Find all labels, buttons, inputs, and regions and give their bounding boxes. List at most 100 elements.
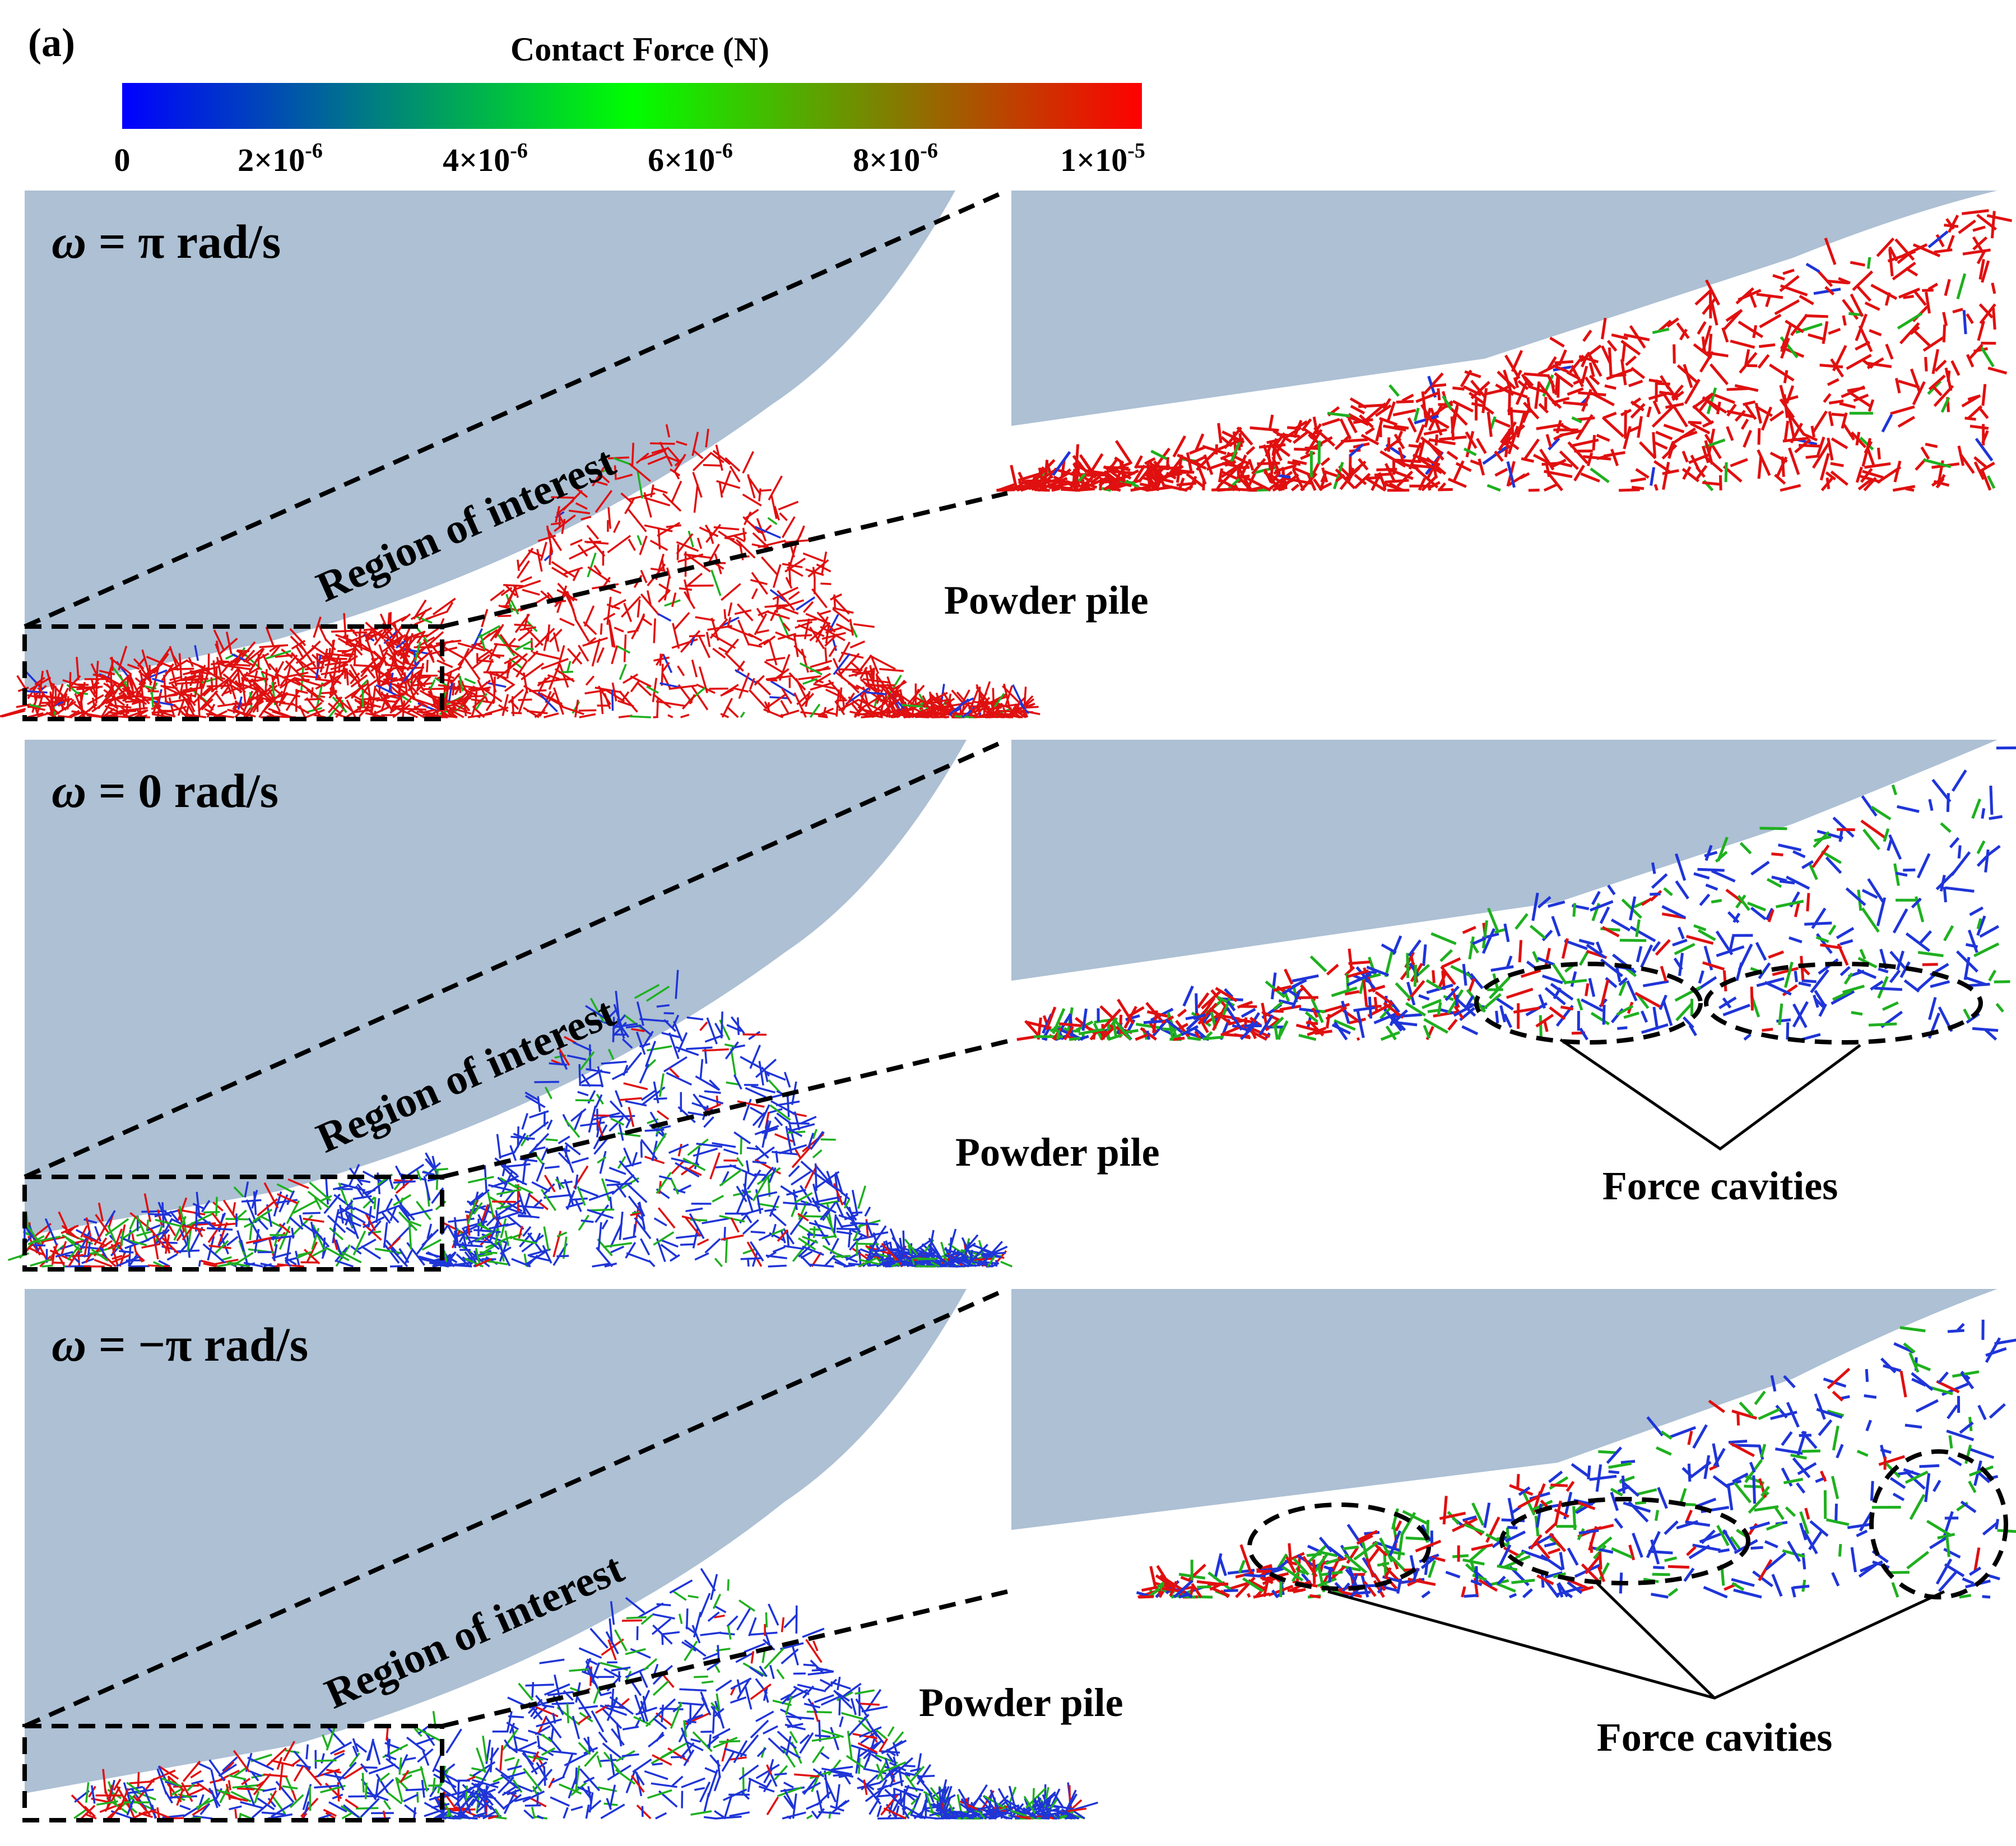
force-chain-segment: [863, 1752, 872, 1770]
force-chain-segment: [405, 692, 428, 708]
force-chain-segment: [243, 682, 257, 690]
colorbar-tick-5-base: 1×10: [1060, 142, 1127, 178]
force-chain-segment: [1043, 460, 1049, 488]
force-chain-segment: [578, 709, 597, 712]
force-chain-segment: [1507, 425, 1520, 454]
force-chain-segment: [824, 1678, 838, 1691]
force-chain-segment: [1346, 972, 1372, 987]
force-chain-segment: [671, 1014, 680, 1029]
force-chain-segment: [1860, 819, 1886, 839]
force-chain-segment: [1487, 484, 1501, 492]
force-chain-segment: [538, 677, 547, 693]
force-chain-segment: [1659, 391, 1679, 397]
force-chain-segment: [522, 588, 540, 596]
force-chain-segment: [519, 1205, 544, 1209]
force-chain-segment: [170, 1218, 188, 1227]
force-chain-segment: [120, 1231, 124, 1246]
force-chain-segment: [578, 1705, 598, 1710]
force-chain-segment: [714, 1700, 725, 1729]
force-chain-segment: [783, 1613, 798, 1629]
force-chain-segment: [1601, 345, 1612, 365]
force-chain-segment: [357, 1239, 377, 1251]
force-chain-segment: [477, 648, 494, 660]
force-chain-segment: [1383, 424, 1406, 432]
force-chain-segment: [1186, 452, 1193, 473]
force-chain-segment: [1561, 938, 1569, 959]
force-chain-segment: [834, 1261, 848, 1268]
force-chain-segment: [1850, 293, 1864, 317]
force-chain-segment: [1564, 978, 1587, 984]
force-chain-segment: [1737, 894, 1750, 911]
force-chain-segment: [401, 653, 406, 675]
force-chain-segment: [800, 1250, 813, 1259]
force-chain-segment: [766, 610, 790, 620]
force-chain-segment: [1962, 209, 1989, 215]
colorbar-tick-1-base: 2×10: [238, 142, 305, 178]
force-chain-segment: [1599, 906, 1610, 924]
force-chain-segment: [785, 577, 793, 589]
force-chain-segment: [108, 704, 132, 709]
force-chain-segment: [1744, 404, 1757, 420]
force-chain-segment: [436, 659, 453, 669]
force-chain-segment: [429, 1261, 449, 1268]
force-chain-segment: [601, 1219, 608, 1230]
force-chain-segment: [634, 1770, 645, 1786]
force-chain-segment: [1077, 473, 1097, 491]
force-chain-segment: [583, 1747, 598, 1755]
force-chain-segment: [658, 1175, 672, 1180]
force-chain-segment: [1430, 932, 1457, 945]
force-chain-segment: [1578, 355, 1599, 364]
force-chain-segment: [1671, 384, 1684, 399]
force-chain-segment: [161, 1218, 173, 1236]
force-chain-segment: [570, 1806, 583, 1811]
force-chain-segment: [1947, 235, 1955, 252]
force-chain-segment: [426, 631, 444, 647]
force-chain-segment: [780, 700, 789, 714]
force-chain-segment: [1673, 406, 1688, 428]
force-chain-segment: [482, 1810, 498, 1820]
force-chain-segment: [1755, 941, 1767, 961]
force-chain-segment: [407, 703, 423, 713]
force-chain-segment: [1120, 461, 1125, 475]
force-chain-segment: [838, 641, 851, 663]
force-chain-segment: [878, 1738, 889, 1752]
force-chain-segment: [269, 644, 281, 658]
force-chain-segment: [1604, 384, 1616, 390]
force-chain-segment: [1705, 883, 1718, 891]
force-chain-segment: [1892, 485, 1916, 492]
force-chain-segment: [1601, 926, 1620, 938]
force-chain-segment: [814, 1219, 830, 1246]
force-chain-segment: [1642, 980, 1669, 987]
force-chain-segment: [852, 670, 872, 676]
force-chain-segment: [1725, 309, 1743, 322]
force-chain-segment: [1888, 248, 1894, 277]
force-chain-segment: [523, 647, 534, 651]
force-chain-segment: [344, 682, 369, 700]
force-chain-segment: [389, 1247, 408, 1268]
force-chain-segment: [395, 1176, 416, 1194]
force-chain-segment: [188, 1212, 213, 1226]
force-chain-segment: [1277, 474, 1291, 479]
force-chain-segment: [836, 1230, 853, 1235]
force-chain-segment: [214, 691, 225, 706]
force-chain-segment: [180, 1209, 206, 1216]
force-chain-segment: [397, 636, 411, 656]
force-chain-segment: [1885, 344, 1894, 360]
force-chain-segment: [673, 1021, 683, 1042]
force-chain-segment: [619, 1097, 642, 1101]
force-chain-segment: [633, 1224, 637, 1238]
force-chain-segment: [600, 1803, 625, 1820]
force-chain-segment: [1175, 1019, 1192, 1040]
force-chain-segment: [1553, 433, 1564, 441]
force-chain-segment: [735, 539, 756, 559]
force-chain-segment: [133, 658, 145, 670]
force-chain-segment: [1785, 319, 1804, 333]
force-chain-segment: [1861, 438, 1872, 467]
force-chain-segment: [498, 1189, 516, 1210]
force-chain-segment: [1052, 451, 1071, 476]
force-chain-segment: [414, 641, 421, 662]
force-chain-segment: [349, 664, 361, 682]
force-chain-segment: [332, 1184, 351, 1190]
force-chain-segment: [1089, 453, 1104, 474]
force-chain-segment: [727, 1625, 732, 1640]
